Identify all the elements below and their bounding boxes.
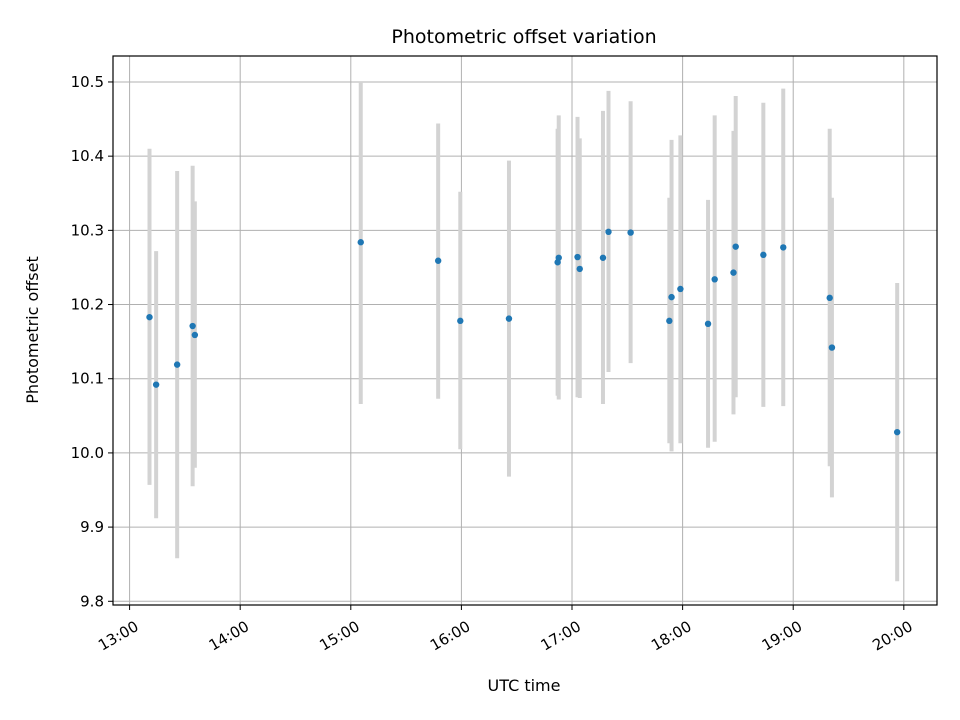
data-point xyxy=(357,239,364,246)
y-tick-label: 9.8 xyxy=(80,592,104,610)
plot-frame xyxy=(112,55,938,606)
y-axis-title: Photometric offset xyxy=(23,256,42,404)
data-point xyxy=(711,276,718,283)
data-point xyxy=(893,428,901,436)
data-point xyxy=(704,320,712,328)
data-point xyxy=(732,243,739,250)
data-point xyxy=(457,317,464,325)
y-tick-label: 10.5 xyxy=(71,73,104,91)
data-point xyxy=(627,229,634,236)
data-point xyxy=(152,381,160,388)
data-point xyxy=(666,317,673,325)
y-tick-label: 10.0 xyxy=(71,444,104,462)
data-point xyxy=(828,344,836,351)
data-point xyxy=(434,257,442,264)
y-tick-label: 10.3 xyxy=(71,221,104,239)
y-tick-label: 10.2 xyxy=(71,296,104,314)
data-point xyxy=(555,254,562,261)
data-point xyxy=(574,253,581,261)
data-point xyxy=(576,265,583,273)
x-axis-title: UTC time xyxy=(488,676,561,695)
data-points xyxy=(146,228,901,436)
data-point xyxy=(505,315,513,322)
y-tick-label: 9.9 xyxy=(80,518,104,536)
data-point xyxy=(189,322,196,330)
data-point xyxy=(146,313,153,321)
data-point xyxy=(173,361,181,368)
chart-title: Photometric offset variation xyxy=(391,26,656,48)
data-point xyxy=(760,251,767,259)
y-tick-label: 10.4 xyxy=(71,147,104,165)
data-point xyxy=(677,285,684,293)
data-point xyxy=(826,294,833,302)
data-point xyxy=(730,269,737,276)
data-point xyxy=(668,293,675,301)
y-tick-label: 10.1 xyxy=(71,370,104,388)
data-point xyxy=(780,244,787,251)
y-axis: 9.8 9.9 10.0 10.1 10.2 10.3 10.4 10.5 xyxy=(71,73,113,610)
data-point xyxy=(191,331,199,339)
data-point xyxy=(599,254,607,261)
data-point xyxy=(605,228,612,236)
grid xyxy=(113,56,937,605)
